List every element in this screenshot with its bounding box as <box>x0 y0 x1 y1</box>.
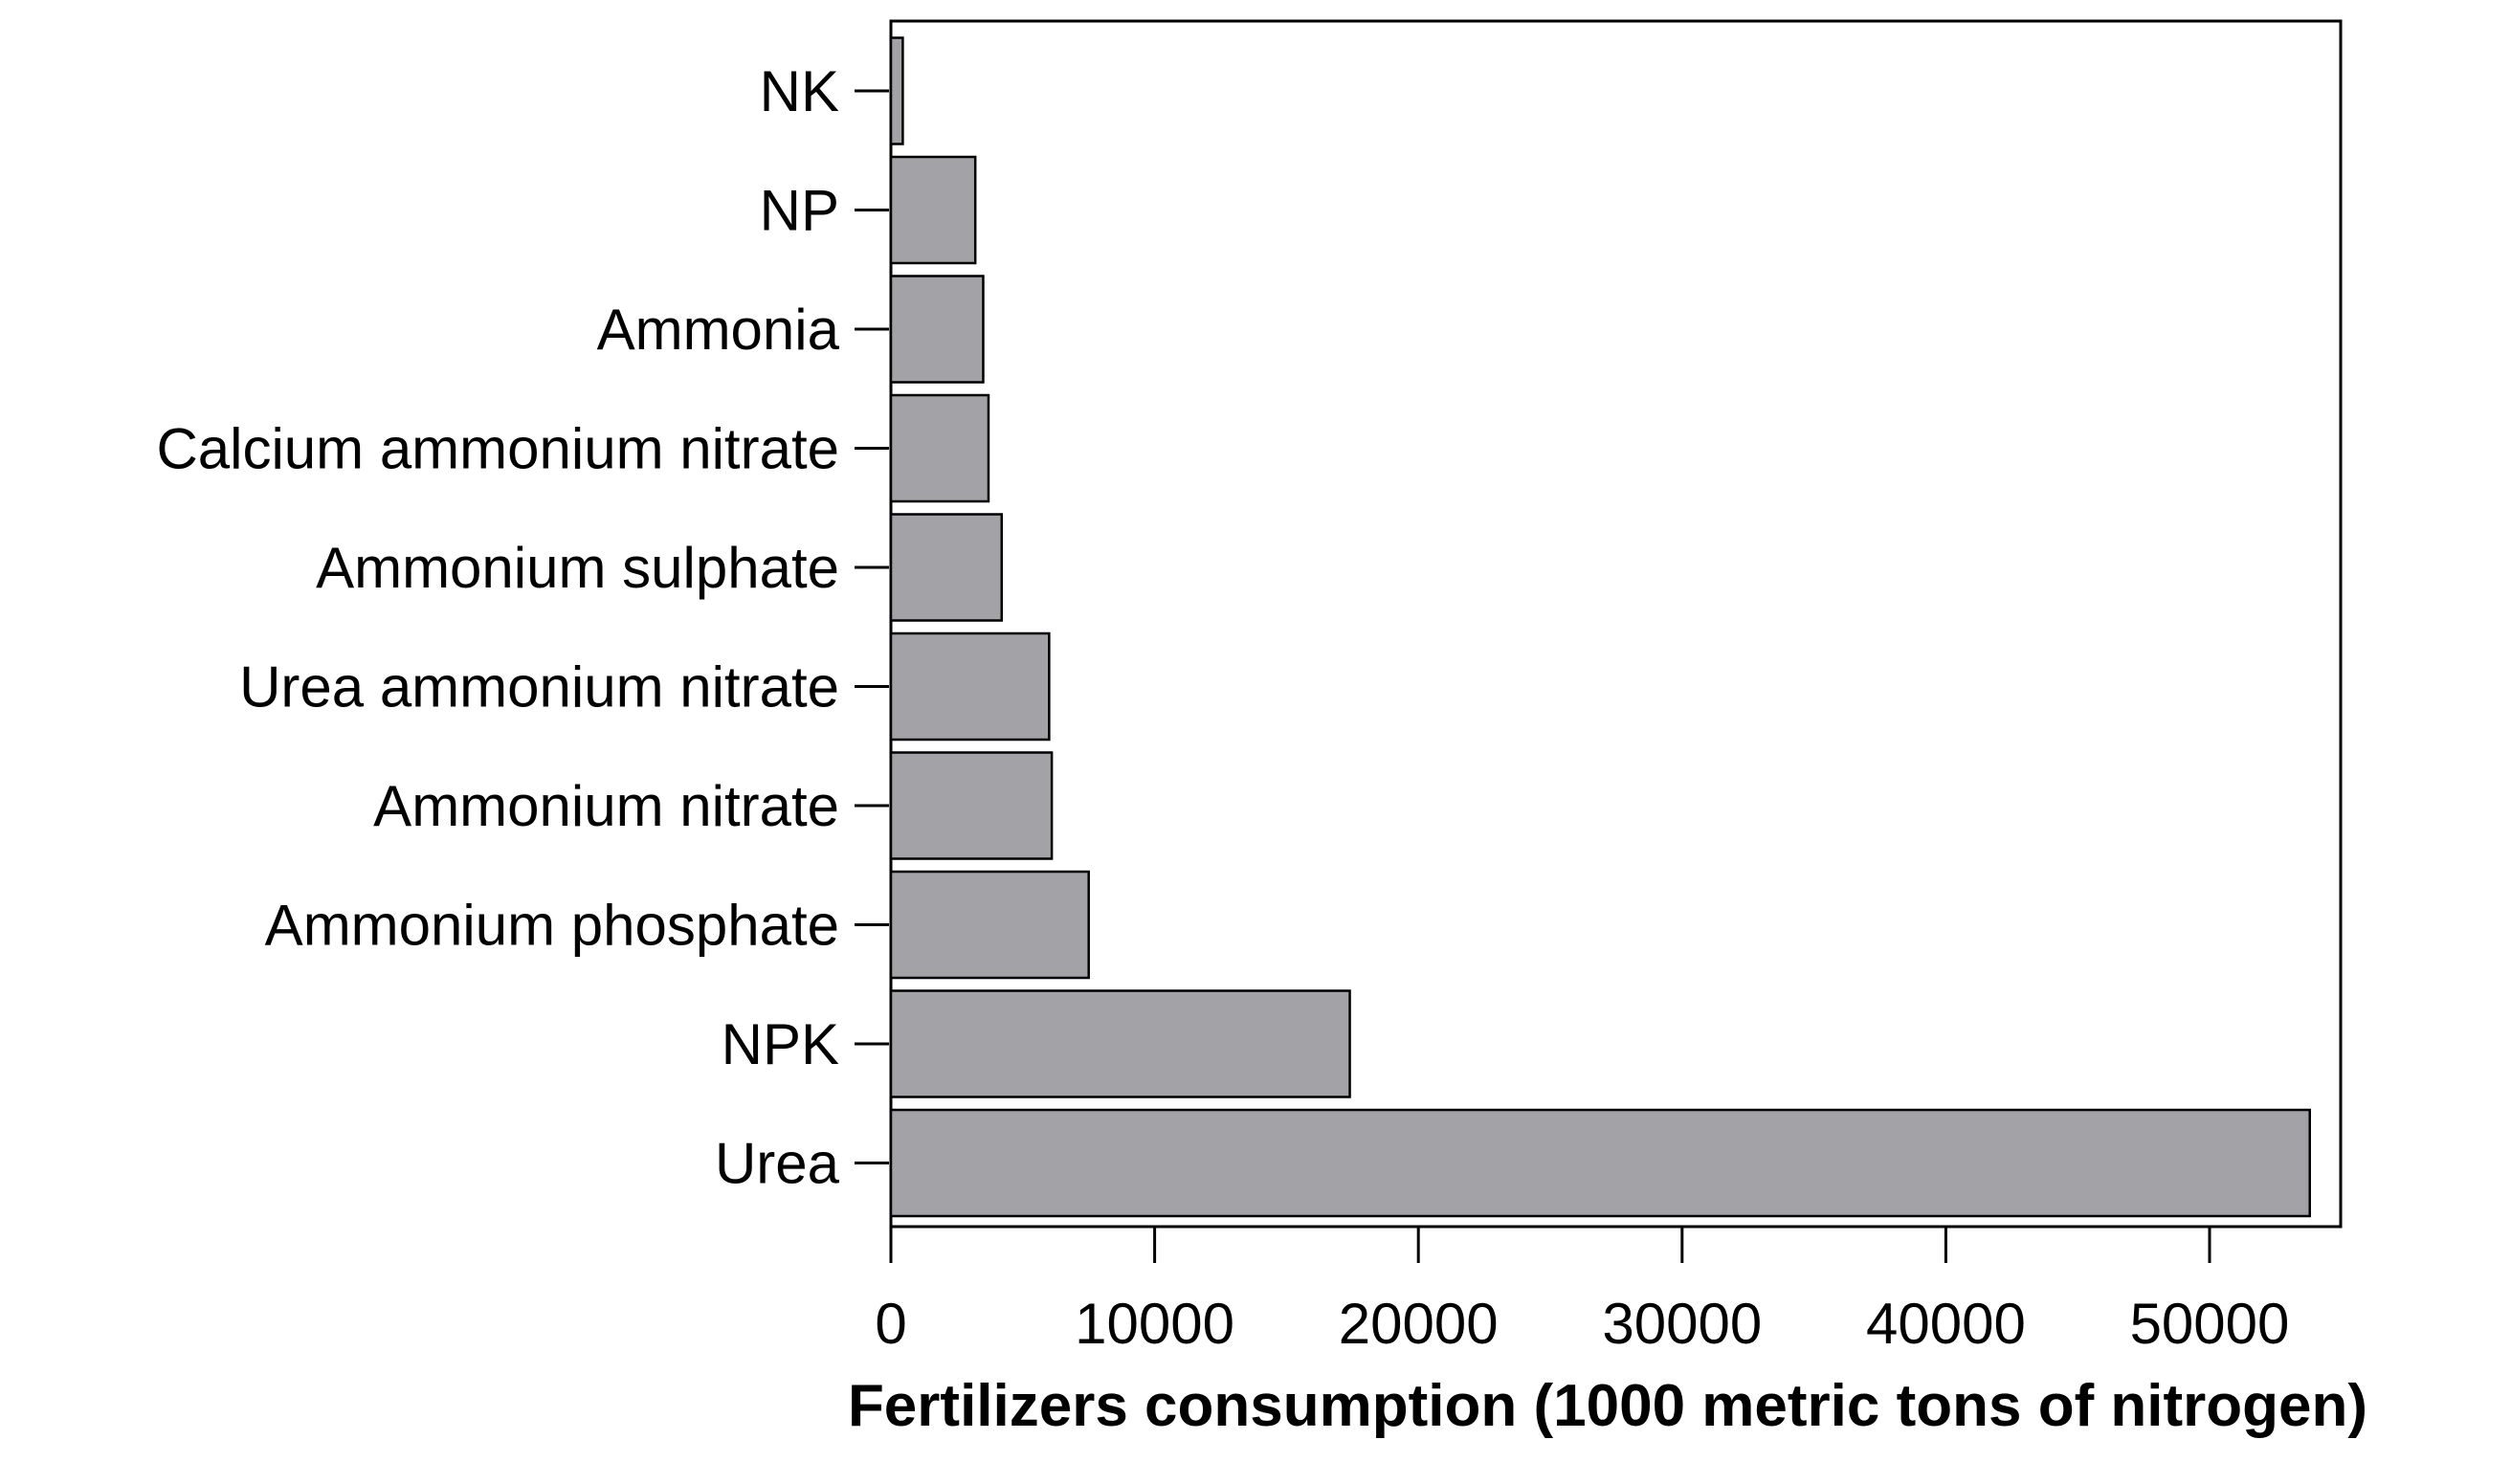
category-labels-group: NK NP Ammonia Calcium ammonium nitrate Ammon… <box>156 59 839 1196</box>
plot-frame <box>889 19 2343 1229</box>
category-label-ammonium-phosphate: Ammonium phosphate <box>265 894 839 958</box>
category-label-np: NP <box>760 179 839 243</box>
bar-npk <box>889 989 1351 1098</box>
bar-ammonia <box>889 275 985 384</box>
bar-urea-ammonium-nitrate <box>889 631 1051 742</box>
category-label-ammonium-nitrate: Ammonium nitrate <box>373 774 839 838</box>
x-tick-label-40000: 40000 <box>1866 1292 2026 1356</box>
bars-group <box>889 36 2311 1218</box>
bar-nk <box>889 36 904 145</box>
x-tick-label-50000: 50000 <box>2130 1292 2290 1356</box>
bar-urea <box>889 1108 2311 1218</box>
bar-ammonium-nitrate <box>889 751 1054 860</box>
category-label-nk: NK <box>760 59 839 123</box>
x-ticks-group <box>889 1227 2211 1263</box>
x-tick-label-0: 0 <box>875 1292 906 1356</box>
bar-np <box>889 155 977 265</box>
x-axis-title: Fertilizers consumption (1000 metric ton… <box>848 1373 2367 1439</box>
category-label-urea-ammonium-nitrate: Urea ammonium nitrate <box>239 655 839 720</box>
x-tick-label-30000: 30000 <box>1602 1292 1762 1356</box>
bar-ammonium-sulphate <box>889 513 1004 622</box>
x-tick-label-10000: 10000 <box>1075 1292 1234 1356</box>
bar-calcium-ammonium-nitrate <box>889 393 990 503</box>
x-tick-label-20000: 20000 <box>1339 1292 1499 1356</box>
category-label-urea: Urea <box>715 1132 840 1196</box>
category-label-npk: NPK <box>722 1012 839 1076</box>
category-label-ammonia: Ammonia <box>597 298 840 362</box>
x-tick-labels-group: 0 10000 20000 30000 40000 50000 <box>875 1292 2289 1356</box>
category-label-calcium-ammonium-nitrate: Calcium ammonium nitrate <box>156 417 839 481</box>
category-label-ammonium-sulphate: Ammonium sulphate <box>316 536 839 600</box>
category-ticks-group <box>855 89 889 1164</box>
bar-ammonium-phosphate <box>889 870 1090 980</box>
